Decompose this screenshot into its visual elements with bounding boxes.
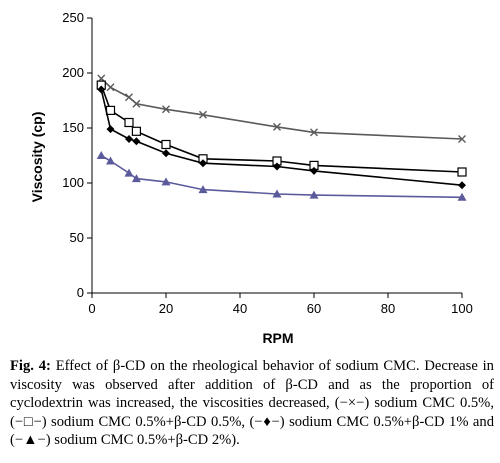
- series-2-point: [131, 126, 141, 136]
- series-3-point: [132, 137, 141, 146]
- series-3-point: [273, 162, 281, 171]
- series-2-point: [457, 167, 467, 177]
- y-tick-label: 100: [62, 175, 84, 190]
- series-1-point: [132, 99, 141, 108]
- x-tick-label: 0: [88, 301, 95, 316]
- x-tick-label: 100: [451, 301, 473, 316]
- series-4-point: [161, 177, 171, 186]
- series-1-point: [199, 110, 207, 119]
- caption-label: Fig. 4:: [10, 358, 51, 374]
- series-3-point: [125, 135, 133, 143]
- x-tick-label: 60: [307, 301, 321, 316]
- figure-caption: Fig. 4: Effect of β-CD on the rheologica…: [10, 357, 494, 450]
- series-1-point: [273, 122, 281, 131]
- series-2-point: [124, 117, 134, 128]
- series-2-point: [105, 105, 116, 116]
- y-tick-label: 200: [62, 65, 84, 80]
- series-4-point: [131, 174, 141, 183]
- x-tick-label: 20: [159, 301, 173, 316]
- series-3-point: [199, 159, 207, 168]
- caption-text: Effect of β-CD on the rheological behavi…: [10, 358, 494, 449]
- series-4-point: [198, 185, 208, 194]
- series-1-point: [106, 83, 115, 92]
- series-3-point: [162, 149, 170, 158]
- viscosity-chart: 0 50 100 150 200 250 0 20 40 60 80 100 Viscosity (c…: [29, 10, 473, 346]
- series-4-point: [106, 156, 115, 165]
- series-4-point: [96, 151, 106, 159]
- series-1-line: [100, 77, 463, 140]
- y-tick-label: 0: [77, 285, 84, 300]
- series-4-point: [309, 190, 319, 199]
- series-4-point: [272, 189, 282, 198]
- series-1-point: [125, 93, 133, 102]
- series-2-point: [161, 139, 171, 150]
- series-4-point: [457, 192, 467, 201]
- series-1-point: [458, 135, 466, 143]
- x-axis-title: RPM: [262, 330, 293, 346]
- series-2-line: [100, 84, 463, 173]
- x-tick-label: 80: [381, 301, 395, 316]
- series-1-point: [162, 105, 170, 114]
- series-4-point: [124, 168, 134, 177]
- series-3-point: [97, 85, 106, 94]
- series-1-point: [310, 128, 318, 137]
- y-tick-label: 50: [70, 230, 84, 245]
- series-3-point: [458, 181, 466, 190]
- series-3-point: [310, 166, 318, 175]
- y-tick-label: 150: [62, 120, 84, 135]
- plot-area: 0 50 100 150 200 250 0 20 40 60 80 100: [62, 10, 473, 316]
- y-axis-title: Viscosity (cp): [29, 112, 45, 203]
- series-3-point: [106, 125, 115, 134]
- y-tick-label: 250: [62, 10, 84, 25]
- x-tick-label: 40: [233, 301, 247, 316]
